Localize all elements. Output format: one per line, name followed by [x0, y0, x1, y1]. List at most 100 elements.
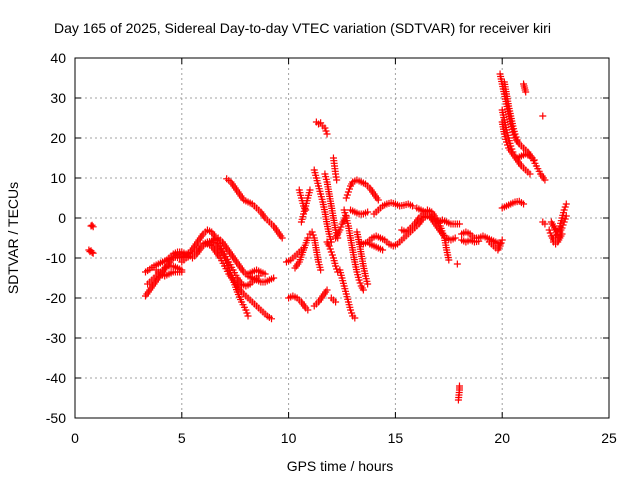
y-tick-label: 10 — [50, 170, 66, 186]
data-point — [496, 242, 504, 250]
data-point — [562, 200, 570, 208]
x-tick-label: 15 — [388, 430, 404, 446]
data-point — [243, 309, 251, 317]
series-arc-33 — [366, 240, 387, 254]
series-arc-47 — [513, 150, 538, 164]
series-arc-51 — [539, 218, 549, 228]
data-point — [559, 221, 567, 229]
series-arc-28 — [340, 206, 367, 294]
series-arc-20 — [312, 118, 331, 138]
chart-title: Day 165 of 2025, Sidereal Day-to-day VTE… — [54, 20, 551, 36]
data-point — [561, 215, 569, 223]
plot-frame — [74, 57, 610, 419]
y-tick-label: -10 — [46, 250, 66, 266]
data-point — [306, 186, 314, 194]
series-arc-34 — [370, 199, 416, 218]
data-point — [513, 136, 521, 144]
data-point — [355, 276, 363, 284]
data-point — [323, 130, 331, 138]
y-axis-label: SDTVAR / TECUs — [5, 182, 21, 294]
data-point — [512, 133, 520, 141]
series-arc-18 — [306, 228, 325, 274]
data-point — [454, 396, 462, 404]
data-point — [508, 145, 516, 153]
data-point — [270, 274, 278, 282]
series-arc-39 — [454, 382, 463, 404]
data-point — [498, 236, 506, 244]
data-point — [304, 234, 312, 242]
data-point — [539, 112, 547, 120]
series-arc-24 — [327, 294, 340, 306]
y-tick-label: 30 — [50, 90, 66, 106]
data-point — [445, 256, 453, 264]
series-arc-09 — [188, 234, 278, 286]
series-arc-50 — [539, 112, 547, 120]
series-arc-12 — [244, 266, 269, 278]
x-tick-label: 0 — [71, 430, 79, 446]
data-point — [326, 245, 334, 253]
data-point — [242, 306, 250, 314]
data-point — [453, 260, 461, 268]
series-arc-06 — [152, 266, 186, 280]
series-arc-42 — [485, 236, 506, 254]
data-point — [562, 212, 570, 220]
data-point — [333, 176, 341, 184]
y-tick-label: 0 — [58, 210, 66, 226]
x-tick-label: 10 — [281, 430, 297, 446]
data-point — [541, 176, 549, 184]
data-point — [520, 200, 528, 208]
data-point — [475, 237, 483, 245]
data-point — [321, 124, 329, 132]
data-point — [304, 306, 312, 314]
series-arc-10 — [203, 240, 276, 323]
series-arc-54 — [549, 230, 566, 248]
data-point — [325, 242, 333, 250]
x-tick-label: 25 — [601, 430, 617, 446]
data-point — [333, 265, 341, 273]
data-point — [356, 279, 364, 287]
data-point — [507, 142, 515, 150]
series-arc-23 — [323, 238, 342, 276]
series-arc-14 — [285, 292, 312, 314]
y-tick-label: -20 — [46, 290, 66, 306]
x-tick-label: 20 — [494, 430, 510, 446]
data-point — [455, 220, 463, 228]
data-point — [522, 88, 530, 96]
data-point — [332, 298, 340, 306]
data-point — [328, 251, 336, 259]
data-point — [332, 262, 340, 270]
data-point — [509, 148, 517, 156]
data-point — [261, 270, 269, 278]
data-points — [85, 70, 570, 404]
data-point — [379, 246, 387, 254]
series-arc-17 — [295, 186, 310, 214]
data-point — [345, 185, 353, 193]
data-point — [497, 239, 505, 247]
series-arc-11 — [223, 175, 286, 242]
y-tick-labels: 40 30 20 10 0 -10 -20 -30 -40 -50 — [46, 50, 66, 426]
series-arc-38 — [453, 260, 461, 268]
data-point — [546, 229, 554, 237]
data-point — [88, 221, 96, 229]
y-tick-label: -50 — [46, 410, 66, 426]
y-tick-label: 40 — [50, 50, 66, 66]
data-point — [336, 226, 344, 234]
series-arc-29 — [342, 176, 382, 204]
y-tick-label: -40 — [46, 370, 66, 386]
data-point — [302, 206, 310, 214]
data-point — [511, 130, 519, 138]
data-point — [278, 234, 286, 242]
data-point — [541, 220, 549, 228]
data-point — [561, 203, 569, 211]
data-point — [560, 218, 568, 226]
data-point — [408, 202, 416, 210]
data-point — [451, 234, 459, 242]
series-arc-21 — [310, 166, 335, 246]
series-arc-46 — [500, 78, 521, 144]
data-point — [545, 226, 553, 234]
data-point — [309, 231, 317, 239]
data-point — [178, 268, 186, 276]
data-point — [558, 224, 566, 232]
series-arc-19 — [310, 286, 331, 310]
data-point — [88, 248, 96, 256]
